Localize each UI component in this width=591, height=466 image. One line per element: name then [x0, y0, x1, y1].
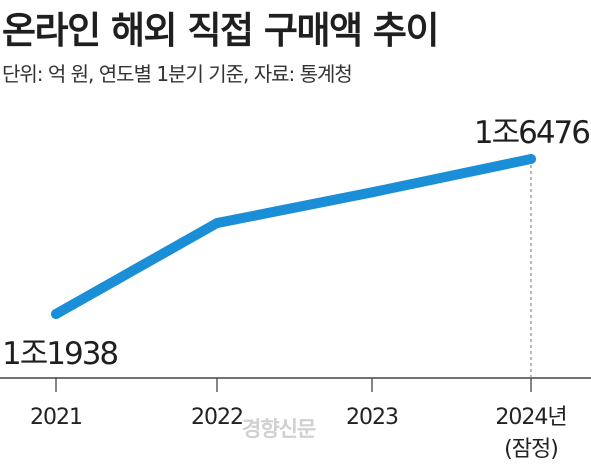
publisher-watermark: 경향신문 — [242, 417, 316, 441]
data-label: 1조6476 — [474, 115, 589, 151]
data-point — [51, 309, 61, 319]
x-tick-sublabel: (잠정) — [504, 437, 558, 462]
x-tick-label: 2021 — [30, 405, 82, 430]
x-tick-label: 2023 — [346, 405, 398, 430]
x-tick-label: 2022 — [191, 405, 243, 430]
data-label: 1조1938 — [2, 336, 117, 372]
series-line — [51, 154, 536, 319]
data-point — [367, 187, 377, 198]
data-point — [212, 218, 222, 229]
chart-subtitle: 단위: 억 원, 연도별 1분기 기준, 자료: 통계청 — [2, 62, 353, 86]
x-tick-label: 2024년 — [495, 405, 566, 430]
chart-title: 온라인 해외 직접 구매액 추이 — [2, 9, 440, 52]
data-point — [526, 154, 536, 164]
